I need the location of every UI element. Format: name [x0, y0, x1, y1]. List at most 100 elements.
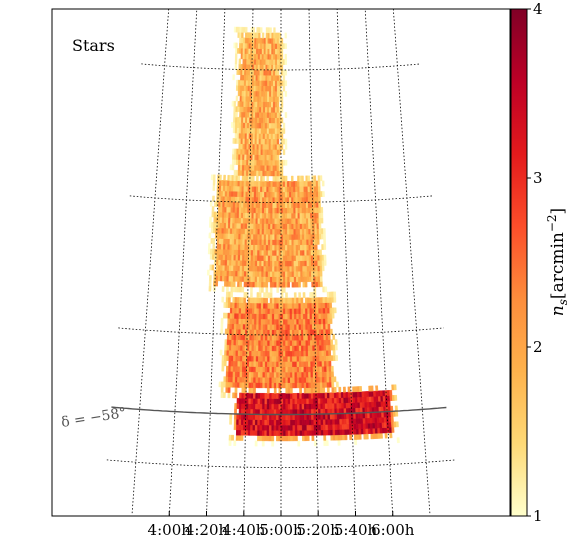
density-pixel [355, 402, 359, 409]
density-pixel [269, 101, 272, 108]
density-pixel [336, 418, 340, 425]
density-pixel [242, 254, 245, 261]
density-pixel [211, 264, 215, 271]
density-pixel [259, 101, 262, 108]
density-pixel [249, 186, 253, 192]
density-pixel [239, 281, 243, 288]
density-pixel [304, 260, 308, 267]
density-pixel [266, 170, 269, 177]
density-pixel [357, 412, 361, 419]
density-pixel [257, 228, 261, 235]
density-pixel [249, 350, 252, 357]
density-pixel [339, 429, 343, 436]
density-pixel [315, 297, 319, 304]
density-pixel [311, 313, 315, 319]
density-pixel [267, 64, 270, 71]
density-pixel [350, 407, 354, 414]
density-pixel [307, 202, 311, 208]
density-pixel [326, 376, 330, 383]
density-pixel [270, 106, 274, 113]
density-pixel [251, 90, 254, 97]
density-pixel [274, 356, 277, 362]
density-pixel [255, 80, 259, 86]
density-pixel [274, 324, 277, 330]
density-pixel [393, 384, 397, 391]
density-pixel [244, 148, 247, 155]
density-pixel [333, 392, 337, 399]
density-pixel [256, 32, 259, 39]
density-pixel [297, 239, 301, 246]
density-pixel [267, 265, 271, 272]
density-pixel [274, 361, 277, 367]
density-pixel [312, 233, 316, 240]
density-pixel [254, 308, 257, 314]
density-pixel [226, 286, 229, 292]
density-pixel [319, 371, 323, 378]
density-pixel [291, 249, 295, 256]
density-pixel [223, 174, 226, 181]
density-pixel [272, 133, 276, 140]
density-pixel [254, 260, 258, 267]
density-pixel [295, 202, 298, 208]
density-pixel [242, 212, 246, 219]
density-pixel [316, 223, 320, 229]
density-pixel [218, 248, 222, 255]
density-pixel [289, 255, 293, 261]
density-pixel [267, 43, 270, 50]
density-pixel [250, 430, 254, 436]
density-pixel [238, 48, 242, 54]
density-pixel [258, 302, 262, 309]
density-pixel [269, 64, 272, 71]
density-pixel [285, 324, 288, 330]
density-pixel [296, 371, 300, 378]
density-pixel [289, 329, 293, 336]
density-pixel [293, 207, 296, 214]
density-pixel [273, 53, 276, 60]
density-pixel [259, 212, 263, 219]
density-pixel [270, 143, 274, 150]
density-pixel [240, 207, 244, 213]
density-pixel [245, 424, 249, 431]
density-pixel [356, 433, 360, 440]
density-pixel [242, 58, 245, 65]
density-pixel [299, 414, 303, 420]
density-pixel [250, 164, 253, 171]
density-pixel [304, 419, 307, 426]
density-pixel [273, 366, 277, 373]
density-pixel [238, 138, 242, 144]
density-pixel [265, 80, 268, 87]
density-pixel [268, 186, 271, 193]
density-pixel [222, 206, 225, 213]
density-pixel [230, 281, 234, 287]
density-pixel [283, 403, 286, 410]
density-pixel [295, 186, 298, 193]
density-pixel [331, 381, 335, 388]
density-pixel [291, 308, 295, 314]
density-pixel [295, 212, 298, 219]
density-pixel [261, 430, 265, 436]
density-pixel [357, 402, 361, 408]
density-pixel [305, 207, 309, 214]
density-pixel [292, 408, 296, 415]
density-pixel [244, 217, 248, 224]
density-pixel [314, 228, 318, 235]
density-pixel [267, 318, 271, 325]
density-pixel [323, 254, 327, 261]
density-pixel [240, 334, 244, 341]
density-pixel [233, 233, 237, 240]
density-pixel [271, 409, 275, 415]
density-pixel [270, 186, 273, 193]
density-pixel [295, 255, 299, 261]
density-pixel [307, 308, 311, 314]
density-pixel [246, 233, 250, 240]
density-pixel [257, 244, 260, 251]
density-pixel [252, 143, 256, 150]
density-pixel [252, 276, 256, 282]
density-pixel [250, 122, 254, 129]
density-pixel [294, 302, 297, 309]
density-pixel [253, 223, 256, 230]
density-pixel [306, 408, 310, 415]
density-pixel [284, 143, 288, 150]
density-pixel [265, 255, 269, 262]
